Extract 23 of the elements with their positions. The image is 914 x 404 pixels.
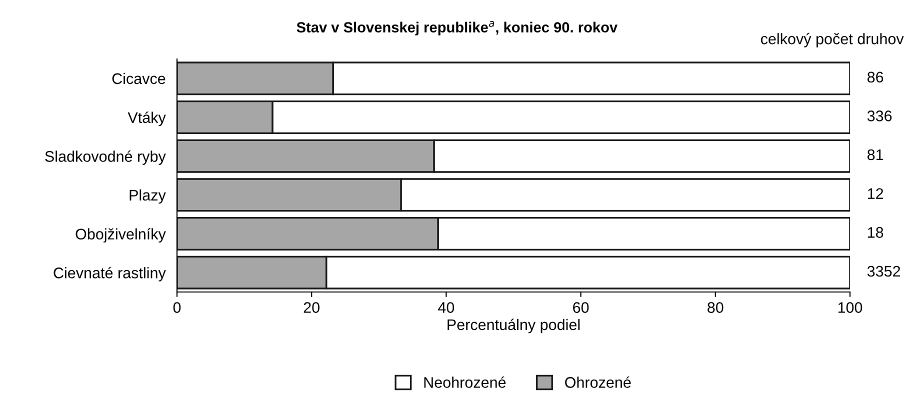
text: 81 [867,149,884,160]
x-axis-title: Percentuálny podiel [448,318,580,334]
chart-title: Stav v Slovenskej republike$^{a}$, koniec 90. rokov [296,21,618,36]
x-tick-label: 20 [304,302,320,313]
y-tick-label: Cicavce [112,72,166,84]
x-tick-label: 60 [573,302,589,313]
text: celkový počet druhov [760,32,904,48]
text: 3352 [867,266,900,277]
text: 18 [868,227,884,238]
x-tick-label: 80 [708,302,724,313]
y-tick-label: Plazy [130,189,166,204]
text: 12 [868,188,884,199]
x-tick-label: 0 [173,302,181,313]
text: 336 [867,110,892,122]
y-tick-label: Obojživelníky [76,228,166,243]
y-tick-label: Cievnaté rastliny [54,266,166,282]
text: 86 [867,72,884,83]
legend-label: Neohrozené [424,376,506,388]
x-tick-label: 100 [838,302,862,313]
x-tick-label: 40 [438,302,454,313]
y-tick-label: Vtáky [128,112,166,126]
y-tick-label: Sladkovodné ryby [45,150,166,165]
legend-label: Ohrozené [565,376,631,388]
